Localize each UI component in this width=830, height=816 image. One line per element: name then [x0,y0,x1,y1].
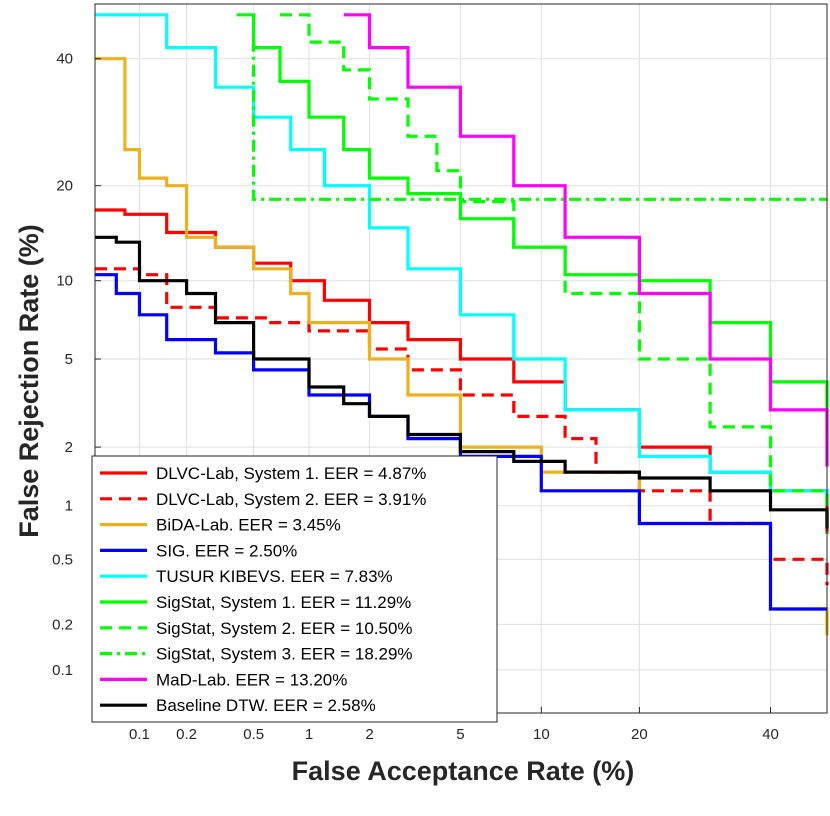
series-line-9 [343,13,829,467]
y-tick-label: 20 [56,178,73,195]
x-tick-label: 0.1 [129,726,150,743]
y-tick-label: 0.1 [52,662,73,679]
tick-labels: 0.1 0.2 0.5 1 2 5 10 20 40 0.1 0.2 0.5 1 2 5 10 20 40 [52,51,779,743]
y-tick-label: 0.5 [52,551,73,568]
legend-label: DLVC-Lab, System 1. EER = 4.87% [156,464,426,483]
y-tick-label: 1 [65,498,73,515]
series-line-4 [95,273,827,611]
y-tick-label: 5 [65,351,73,368]
legend-label: BiDA-Lab. EER = 3.45% [156,516,341,535]
series-line-10 [95,235,829,529]
legend-label: SigStat, System 3. EER = 18.29% [156,645,413,664]
x-axis-label: False Acceptance Rate (%) [292,756,635,786]
series-line-8 [252,14,827,201]
x-tick-label: 0.5 [243,726,264,743]
legend-box [91,455,498,723]
y-tick-label: 10 [56,273,73,290]
series-lines [95,13,829,636]
series-line-1 [95,208,829,534]
x-tick-label: 10 [533,726,550,743]
legend-label: MaD-Lab. EER = 13.20% [156,670,347,689]
y-axis-label: False Rejection Rate (%) [14,224,44,538]
series-line-5 [95,13,829,506]
x-tick-label: 0.2 [176,726,197,743]
legend: DLVC-Lab, System 1. EER = 4.87% DLVC-Lab,… [91,455,498,723]
legend-label: TUSUR KIBEVS. EER = 7.83% [156,567,393,586]
legend-label: SIG. EER = 2.50% [156,541,297,560]
x-tick-label: 2 [365,726,373,743]
legend-label: SigStat, System 1. EER = 11.29% [156,593,411,612]
y-tick-label: 0.2 [52,616,73,633]
x-tick-label: 1 [305,726,313,743]
y-tick-label: 2 [65,439,73,456]
legend-label: SigStat, System 2. EER = 10.50% [156,619,413,638]
series-line-7 [280,13,829,534]
x-tick-label: 20 [631,726,648,743]
y-tick-label: 40 [56,51,73,68]
legend-label: Baseline DTW. EER = 2.58% [156,696,376,715]
x-tick-label: 40 [762,726,779,743]
legend-label: DLVC-Lab, System 2. EER = 3.91% [156,490,426,509]
x-tick-label: 5 [456,726,464,743]
